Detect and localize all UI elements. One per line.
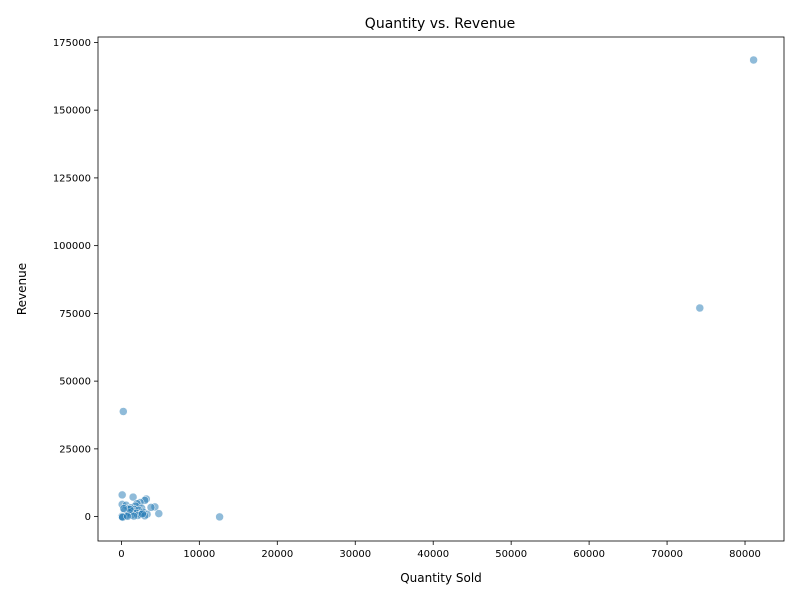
data-point-2 <box>119 407 128 416</box>
points-layer <box>117 55 758 522</box>
x-tick-label-8: 80000 <box>729 549 761 560</box>
chart-title: Quantity vs. Revenue <box>365 16 515 32</box>
y-tick-label-2: 50000 <box>59 377 91 388</box>
data-point-3 <box>215 512 224 522</box>
y-axis-label: Revenue <box>15 263 29 315</box>
x-tick-label-2: 20000 <box>261 549 293 560</box>
data-point-0 <box>749 55 758 65</box>
x-tick-label-1: 10000 <box>183 549 215 560</box>
y-tick-label-4: 100000 <box>53 241 91 252</box>
x-tick-label-6: 60000 <box>573 549 605 560</box>
y-tick-label-1: 25000 <box>59 444 91 455</box>
x-tick-label-0: 0 <box>118 549 124 560</box>
y-tick-label-5: 125000 <box>53 173 91 184</box>
data-point-37 <box>138 509 147 519</box>
y-tick-label-0: 0 <box>85 512 91 523</box>
data-point-25 <box>154 509 164 518</box>
y-tick-label-7: 175000 <box>53 38 91 49</box>
y-tick-label-3: 75000 <box>59 309 91 320</box>
x-tick-label-3: 30000 <box>339 549 371 560</box>
x-axis-label: Quantity Sold <box>400 571 482 585</box>
x-ticks: 0 10000 20000 30000 40000 50000 60000 70000 8000… <box>118 541 761 560</box>
x-tick-label-7: 70000 <box>651 549 683 560</box>
plot-frame <box>97 36 785 542</box>
data-point-1 <box>695 303 705 313</box>
y-ticks: 0 25000 50000 75000 100000 125000 150000 175000 <box>53 38 98 523</box>
data-point-14 <box>146 503 156 512</box>
data-point-5 <box>128 492 138 502</box>
y-tick-label-6: 150000 <box>53 106 91 117</box>
data-point-39 <box>119 504 128 513</box>
x-tick-label-5: 50000 <box>495 549 527 560</box>
data-point-4 <box>117 490 127 500</box>
x-tick-label-4: 40000 <box>417 549 449 560</box>
